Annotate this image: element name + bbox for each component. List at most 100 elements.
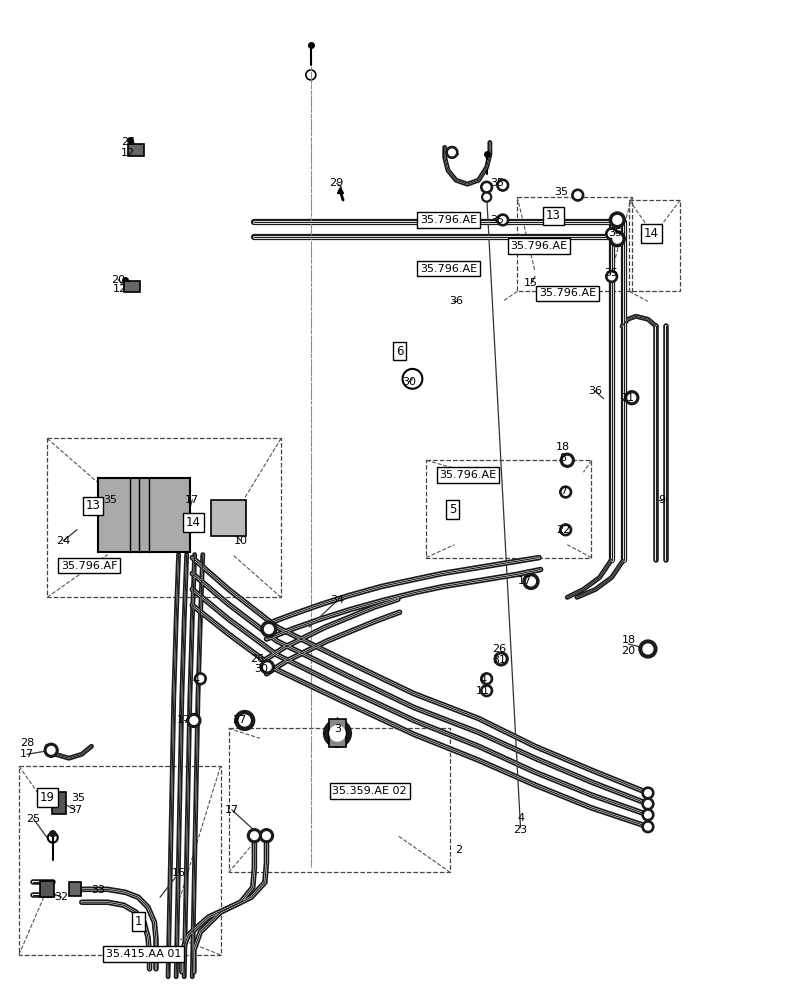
Text: 18: 18 [620, 635, 635, 645]
Circle shape [481, 192, 491, 202]
Text: 35: 35 [554, 187, 568, 197]
Circle shape [642, 644, 652, 654]
Text: 35: 35 [71, 793, 84, 803]
Text: 13: 13 [546, 209, 560, 222]
Circle shape [496, 179, 508, 191]
Bar [124, 281, 139, 292]
Text: 26: 26 [121, 137, 135, 147]
Circle shape [263, 663, 271, 671]
Circle shape [234, 711, 255, 730]
Circle shape [605, 228, 617, 240]
Bar [40, 881, 54, 897]
Circle shape [559, 524, 571, 536]
Text: 7: 7 [559, 486, 566, 496]
Text: 35.796.AF: 35.796.AF [61, 561, 117, 571]
Text: 29: 29 [329, 178, 343, 188]
Circle shape [559, 486, 571, 498]
Circle shape [480, 673, 492, 685]
Circle shape [260, 660, 274, 674]
Circle shape [329, 726, 345, 741]
Text: 4: 4 [478, 675, 486, 685]
Text: 10: 10 [234, 536, 247, 546]
Circle shape [264, 625, 273, 633]
Text: 17: 17 [517, 576, 532, 586]
Circle shape [624, 391, 638, 405]
Circle shape [642, 787, 653, 799]
Text: 4: 4 [517, 813, 523, 823]
Bar [517, 197, 631, 291]
Circle shape [608, 212, 624, 228]
Text: 36: 36 [587, 386, 601, 396]
Text: 30: 30 [401, 377, 416, 387]
Circle shape [496, 655, 504, 663]
Circle shape [494, 652, 508, 666]
Circle shape [260, 829, 273, 843]
Text: 24: 24 [56, 536, 71, 546]
Bar [629, 200, 680, 291]
Bar [52, 792, 67, 814]
Text: 11: 11 [475, 686, 489, 696]
Circle shape [483, 687, 489, 694]
Circle shape [562, 527, 569, 533]
Circle shape [194, 673, 206, 685]
Bar [19, 766, 221, 955]
Text: 20: 20 [111, 275, 125, 285]
Text: 9: 9 [657, 495, 664, 505]
Circle shape [197, 675, 204, 682]
Text: 13: 13 [85, 499, 101, 512]
Text: 35: 35 [103, 495, 117, 505]
Text: 35: 35 [490, 178, 504, 188]
Text: 16: 16 [171, 868, 186, 878]
Text: 30: 30 [254, 664, 268, 674]
Circle shape [612, 216, 621, 224]
Circle shape [644, 801, 650, 807]
Circle shape [247, 829, 261, 843]
Text: 14: 14 [186, 516, 200, 529]
Circle shape [627, 394, 635, 402]
Circle shape [608, 231, 624, 247]
Circle shape [638, 640, 656, 658]
Circle shape [526, 577, 534, 586]
Circle shape [644, 812, 650, 818]
Text: 26: 26 [491, 644, 505, 654]
Circle shape [480, 181, 492, 193]
Text: 18: 18 [556, 442, 569, 452]
Circle shape [448, 149, 455, 156]
Circle shape [642, 798, 653, 810]
Circle shape [605, 271, 617, 282]
Circle shape [612, 234, 621, 243]
Text: 17: 17 [225, 805, 238, 815]
Bar [128, 144, 144, 156]
Circle shape [47, 746, 55, 754]
Text: 35.796.AE: 35.796.AE [439, 470, 496, 480]
Circle shape [571, 189, 583, 201]
Text: 5: 5 [448, 503, 456, 516]
Text: 6: 6 [395, 345, 403, 358]
Text: 26: 26 [251, 654, 264, 664]
Circle shape [574, 192, 581, 198]
Text: 36: 36 [448, 296, 462, 306]
Text: 22: 22 [556, 525, 569, 535]
Text: 35.796.AE: 35.796.AE [419, 215, 477, 225]
Circle shape [644, 823, 650, 830]
Bar [69, 882, 81, 896]
Text: 35: 35 [608, 228, 622, 238]
Circle shape [251, 832, 258, 840]
Circle shape [496, 214, 508, 226]
Text: 31: 31 [491, 655, 505, 665]
Circle shape [190, 717, 198, 724]
Bar [210, 500, 247, 536]
Text: 2: 2 [454, 845, 461, 855]
Text: 28: 28 [19, 738, 34, 748]
Circle shape [239, 715, 250, 726]
Text: 17: 17 [185, 495, 200, 505]
Circle shape [323, 719, 351, 747]
Text: 35: 35 [603, 268, 617, 278]
Text: 35.796.AE: 35.796.AE [538, 288, 595, 298]
Text: 15: 15 [523, 278, 538, 288]
Text: 8: 8 [559, 453, 566, 463]
Text: 20: 20 [620, 646, 635, 656]
Text: 1: 1 [135, 915, 142, 928]
Circle shape [499, 182, 505, 188]
Text: 35: 35 [490, 215, 504, 225]
